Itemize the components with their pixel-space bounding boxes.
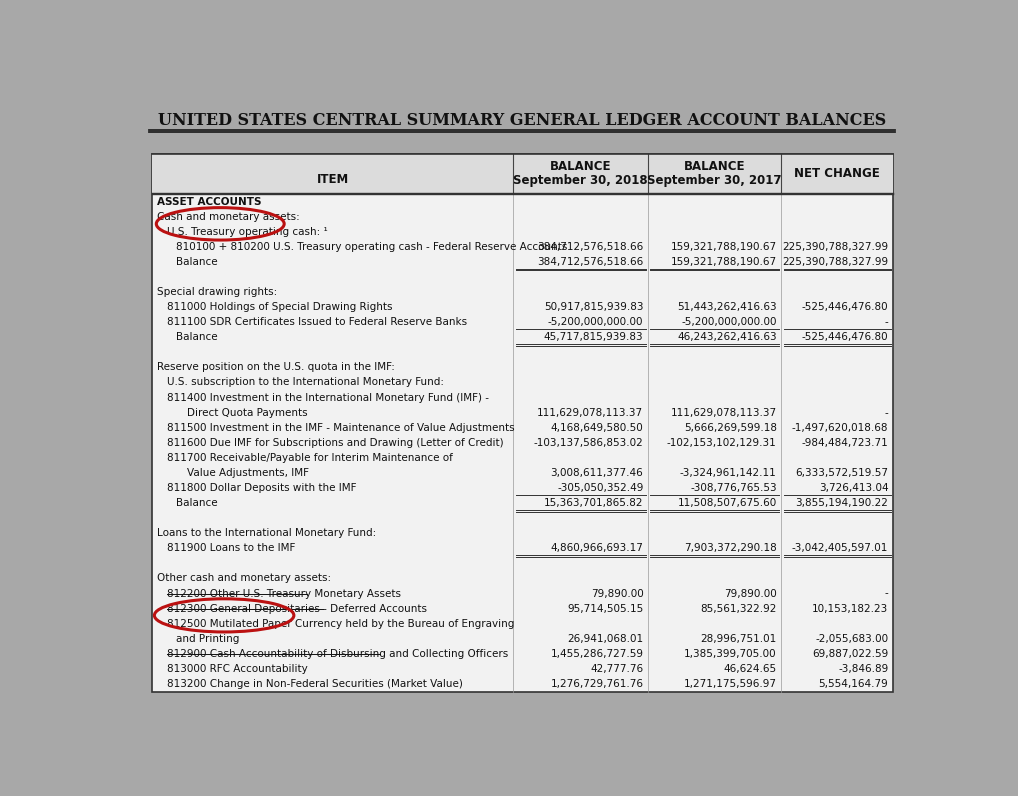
Text: September 30, 2018: September 30, 2018 bbox=[513, 174, 647, 188]
Text: BALANCE: BALANCE bbox=[684, 160, 745, 173]
Text: -3,846.89: -3,846.89 bbox=[838, 664, 889, 674]
Text: 811100 SDR Certificates Issued to Federal Reserve Banks: 811100 SDR Certificates Issued to Federa… bbox=[167, 317, 467, 327]
Text: 111,629,078,113.37: 111,629,078,113.37 bbox=[671, 408, 777, 418]
Text: 50,917,815,939.83: 50,917,815,939.83 bbox=[544, 302, 643, 312]
Text: 812300 General Depositaries - Deferred Accounts: 812300 General Depositaries - Deferred A… bbox=[167, 603, 427, 614]
Text: 79,890.00: 79,890.00 bbox=[590, 588, 643, 599]
Text: Cash and monetary assets:: Cash and monetary assets: bbox=[158, 212, 300, 222]
Text: 159,321,788,190.67: 159,321,788,190.67 bbox=[671, 257, 777, 267]
Text: BALANCE: BALANCE bbox=[550, 160, 612, 173]
Text: 7,903,372,290.18: 7,903,372,290.18 bbox=[684, 544, 777, 553]
Text: 42,777.76: 42,777.76 bbox=[590, 664, 643, 674]
Text: 1,276,729,761.76: 1,276,729,761.76 bbox=[551, 679, 643, 689]
Text: -525,446,476.80: -525,446,476.80 bbox=[802, 332, 889, 342]
Text: 811500 Investment in the IMF - Maintenance of Value Adjustments: 811500 Investment in the IMF - Maintenan… bbox=[167, 423, 514, 433]
Text: -102,153,102,129.31: -102,153,102,129.31 bbox=[667, 438, 777, 448]
Text: 5,554,164.79: 5,554,164.79 bbox=[818, 679, 889, 689]
Text: 3,008,611,377.46: 3,008,611,377.46 bbox=[551, 468, 643, 478]
Text: -305,050,352.49: -305,050,352.49 bbox=[557, 483, 643, 493]
Text: 812500 Mutilated Paper Currency held by the Bureau of Engraving: 812500 Mutilated Paper Currency held by … bbox=[167, 618, 514, 629]
Text: 28,996,751.01: 28,996,751.01 bbox=[700, 634, 777, 644]
Text: 812200 Other U.S. Treasury Monetary Assets: 812200 Other U.S. Treasury Monetary Asse… bbox=[167, 588, 401, 599]
Text: -5,200,000,000.00: -5,200,000,000.00 bbox=[681, 317, 777, 327]
Text: Special drawing rights:: Special drawing rights: bbox=[158, 287, 278, 297]
Text: 811700 Receivable/Payable for Interim Maintenance of: 811700 Receivable/Payable for Interim Ma… bbox=[167, 453, 453, 462]
Text: 46,243,262,416.63: 46,243,262,416.63 bbox=[677, 332, 777, 342]
Text: Value Adjustments, IMF: Value Adjustments, IMF bbox=[187, 468, 308, 478]
Text: Balance: Balance bbox=[176, 498, 218, 508]
Text: 813200 Change in Non-Federal Securities (Market Value): 813200 Change in Non-Federal Securities … bbox=[167, 679, 462, 689]
Text: 15,363,701,865.82: 15,363,701,865.82 bbox=[544, 498, 643, 508]
Text: 5,666,269,599.18: 5,666,269,599.18 bbox=[684, 423, 777, 433]
Text: -: - bbox=[885, 317, 889, 327]
Text: 812900 Cash Accountability of Disbursing and Collecting Officers: 812900 Cash Accountability of Disbursing… bbox=[167, 649, 508, 659]
Text: 45,717,815,939.83: 45,717,815,939.83 bbox=[544, 332, 643, 342]
Text: 69,887,022.59: 69,887,022.59 bbox=[812, 649, 889, 659]
Text: -308,776,765.53: -308,776,765.53 bbox=[690, 483, 777, 493]
Text: 813000 RFC Accountability: 813000 RFC Accountability bbox=[167, 664, 307, 674]
Bar bbox=[152, 154, 893, 193]
Text: 11,508,507,675.60: 11,508,507,675.60 bbox=[677, 498, 777, 508]
Text: 3,855,194,190.22: 3,855,194,190.22 bbox=[795, 498, 889, 508]
Text: 6,333,572,519.57: 6,333,572,519.57 bbox=[795, 468, 889, 478]
Text: -1,497,620,018.68: -1,497,620,018.68 bbox=[792, 423, 889, 433]
Text: -3,042,405,597.01: -3,042,405,597.01 bbox=[792, 544, 889, 553]
Text: 384,712,576,518.66: 384,712,576,518.66 bbox=[538, 242, 643, 252]
Text: ITEM: ITEM bbox=[317, 173, 349, 185]
Text: 1,271,175,596.97: 1,271,175,596.97 bbox=[684, 679, 777, 689]
Text: -: - bbox=[885, 408, 889, 418]
Text: Reserve position on the U.S. quota in the IMF:: Reserve position on the U.S. quota in th… bbox=[158, 362, 395, 373]
Text: -2,055,683.00: -2,055,683.00 bbox=[815, 634, 889, 644]
Text: 51,443,262,416.63: 51,443,262,416.63 bbox=[677, 302, 777, 312]
Text: 79,890.00: 79,890.00 bbox=[724, 588, 777, 599]
Text: Other cash and monetary assets:: Other cash and monetary assets: bbox=[158, 573, 332, 583]
Text: 4,860,966,693.17: 4,860,966,693.17 bbox=[551, 544, 643, 553]
Text: 26,941,068.01: 26,941,068.01 bbox=[567, 634, 643, 644]
Text: 1,455,286,727.59: 1,455,286,727.59 bbox=[551, 649, 643, 659]
Text: -: - bbox=[885, 588, 889, 599]
Text: 811600 Due IMF for Subscriptions and Drawing (Letter of Credit): 811600 Due IMF for Subscriptions and Dra… bbox=[167, 438, 503, 448]
Text: 811900 Loans to the IMF: 811900 Loans to the IMF bbox=[167, 544, 295, 553]
Text: 225,390,788,327.99: 225,390,788,327.99 bbox=[782, 257, 889, 267]
Text: 811800 Dollar Deposits with the IMF: 811800 Dollar Deposits with the IMF bbox=[167, 483, 356, 493]
Text: 1,385,399,705.00: 1,385,399,705.00 bbox=[684, 649, 777, 659]
Text: -3,324,961,142.11: -3,324,961,142.11 bbox=[680, 468, 777, 478]
Text: 811400 Investment in the International Monetary Fund (IMF) -: 811400 Investment in the International M… bbox=[167, 392, 489, 403]
Text: 95,714,505.15: 95,714,505.15 bbox=[567, 603, 643, 614]
Text: 811000 Holdings of Special Drawing Rights: 811000 Holdings of Special Drawing Right… bbox=[167, 302, 392, 312]
Text: 111,629,078,113.37: 111,629,078,113.37 bbox=[538, 408, 643, 418]
Text: 225,390,788,327.99: 225,390,788,327.99 bbox=[782, 242, 889, 252]
Text: 810100 + 810200 U.S. Treasury operating cash - Federal Reserve Accounts: 810100 + 810200 U.S. Treasury operating … bbox=[176, 242, 567, 252]
Text: NET CHANGE: NET CHANGE bbox=[794, 167, 880, 180]
Text: U.S. subscription to the International Monetary Fund:: U.S. subscription to the International M… bbox=[167, 377, 444, 388]
Text: Loans to the International Monetary Fund:: Loans to the International Monetary Fund… bbox=[158, 529, 377, 538]
Text: -525,446,476.80: -525,446,476.80 bbox=[802, 302, 889, 312]
Text: -103,137,586,853.02: -103,137,586,853.02 bbox=[533, 438, 643, 448]
Text: 4,168,649,580.50: 4,168,649,580.50 bbox=[551, 423, 643, 433]
Text: and Printing: and Printing bbox=[176, 634, 239, 644]
Text: September 30, 2017: September 30, 2017 bbox=[647, 174, 782, 188]
Text: 384,712,576,518.66: 384,712,576,518.66 bbox=[538, 257, 643, 267]
Text: UNITED STATES CENTRAL SUMMARY GENERAL LEDGER ACCOUNT BALANCES: UNITED STATES CENTRAL SUMMARY GENERAL LE… bbox=[158, 112, 886, 130]
Text: -5,200,000,000.00: -5,200,000,000.00 bbox=[548, 317, 643, 327]
Text: 46,624.65: 46,624.65 bbox=[724, 664, 777, 674]
Text: 159,321,788,190.67: 159,321,788,190.67 bbox=[671, 242, 777, 252]
Text: Balance: Balance bbox=[176, 332, 218, 342]
Text: 3,726,413.04: 3,726,413.04 bbox=[818, 483, 889, 493]
Text: U.S. Treasury operating cash: ¹: U.S. Treasury operating cash: ¹ bbox=[167, 227, 328, 236]
Text: 85,561,322.92: 85,561,322.92 bbox=[700, 603, 777, 614]
Bar bbox=[152, 154, 893, 692]
Text: Direct Quota Payments: Direct Quota Payments bbox=[187, 408, 307, 418]
Text: -984,484,723.71: -984,484,723.71 bbox=[801, 438, 889, 448]
Text: 10,153,182.23: 10,153,182.23 bbox=[812, 603, 889, 614]
Text: Balance: Balance bbox=[176, 257, 218, 267]
Text: ASSET ACCOUNTS: ASSET ACCOUNTS bbox=[158, 197, 262, 207]
